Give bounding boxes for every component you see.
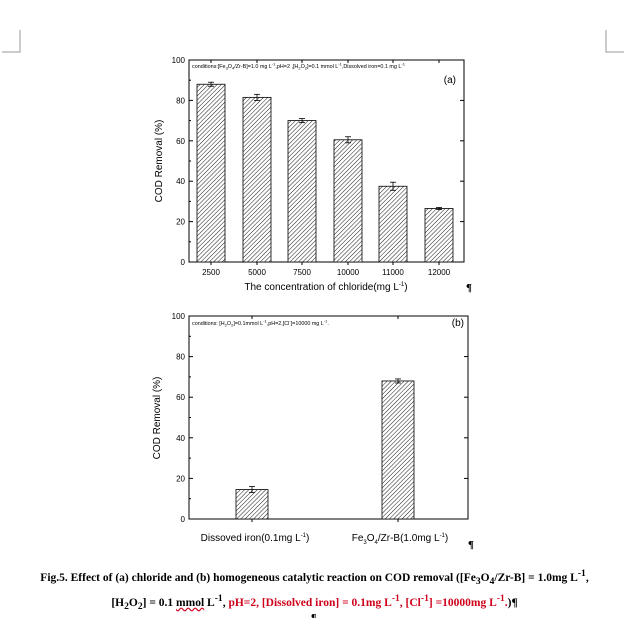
y-axis-ticks-a: 0 20 40 60 80 100 bbox=[172, 56, 464, 267]
conditions-text-b: conditions: [H2O2]=0.1mmol L-1,pH=2,[Cl-… bbox=[192, 319, 329, 328]
y-tick-label-b-0: 0 bbox=[181, 515, 186, 524]
x-tick-label-a-4: 11000 bbox=[382, 268, 404, 277]
x-tick-label-a-1: 5000 bbox=[248, 268, 266, 277]
x-tick-label-b-0: Dissoved iron(0.1mg L-1) bbox=[201, 533, 310, 544]
x-axis-label-a: The concentration of chloride(mg L-1) bbox=[244, 282, 407, 293]
x-tick-label-a-3: 10000 bbox=[337, 268, 360, 277]
x-tick-label-a-5: 12000 bbox=[428, 268, 451, 277]
caption-line-2: [H2O2] = 0.1 mmol L-1, pH=2, [Dissolved … bbox=[111, 593, 518, 613]
y-axis-label-a: COD Removal (%) bbox=[154, 120, 165, 203]
bar-a-1 bbox=[242, 96, 272, 263]
y-axis-ticks-b: 0 20 40 60 80 100 bbox=[172, 312, 468, 524]
bar-a-2 bbox=[287, 120, 317, 263]
y-tick-label-a-3: 60 bbox=[176, 137, 185, 146]
y-tick-label-a-0: 0 bbox=[181, 258, 186, 267]
bar-a-5 bbox=[424, 208, 454, 263]
caption-line-1: Fig.5. Effect of (a) chloride and (b) ho… bbox=[40, 568, 589, 588]
conditions-text-a: conditions:[Fe3O4/Zr-B]=1.0 mg L-1,pH=2 … bbox=[192, 62, 406, 71]
y-tick-label-b-4: 80 bbox=[176, 353, 185, 362]
chart-panel-a: 0 20 40 60 80 100 2500 5000 7500 10000 11000 12000… bbox=[154, 56, 465, 293]
page-corner-marks bbox=[2, 30, 624, 53]
bar-series-a bbox=[196, 81, 454, 263]
y-tick-label-b-3: 60 bbox=[176, 393, 185, 402]
x-axis-ticks-a: 2500 5000 7500 10000 11000 12000 bbox=[202, 60, 451, 277]
panel-label-a: (a) bbox=[444, 75, 456, 86]
x-tick-label-b-1: Fe3O4/Zr-B(1.0mg L-1) bbox=[352, 533, 449, 546]
bar-series-b bbox=[235, 378, 415, 520]
x-axis-ticks-b bbox=[251, 316, 399, 522]
bar-a-0 bbox=[196, 83, 226, 263]
y-tick-label-b-2: 40 bbox=[176, 434, 185, 443]
panel-label-b: (b) bbox=[452, 318, 464, 329]
y-tick-label-a-1: 20 bbox=[176, 218, 185, 227]
y-tick-label-a-5: 100 bbox=[172, 56, 186, 65]
chart-panel-b: 0 20 40 60 80 100 COD Removal (%) (b) conditi… bbox=[152, 312, 469, 546]
bar-b-0 bbox=[235, 489, 269, 520]
y-tick-label-a-4: 80 bbox=[176, 96, 185, 105]
x-tick-label-a-0: 2500 bbox=[202, 268, 220, 277]
plot-frame-b bbox=[188, 315, 469, 520]
y-tick-label-b-1: 20 bbox=[176, 474, 185, 483]
pilcrow-mark-a: ¶ bbox=[466, 282, 472, 294]
plot-frame-a bbox=[188, 59, 465, 263]
pilcrow-mark-end: ¶ bbox=[311, 613, 316, 618]
y-tick-label-a-2: 40 bbox=[176, 177, 185, 186]
y-tick-label-b-5: 100 bbox=[172, 312, 186, 321]
bar-b-1 bbox=[381, 380, 415, 520]
x-tick-label-a-2: 7500 bbox=[293, 268, 311, 277]
bar-a-4 bbox=[378, 185, 408, 263]
y-axis-label-b: COD Removal (%) bbox=[152, 377, 163, 460]
pilcrow-mark-b: ¶ bbox=[468, 539, 474, 551]
bar-a-3 bbox=[333, 139, 363, 263]
figure-caption: Fig.5. Effect of (a) chloride and (b) ho… bbox=[8, 565, 621, 615]
